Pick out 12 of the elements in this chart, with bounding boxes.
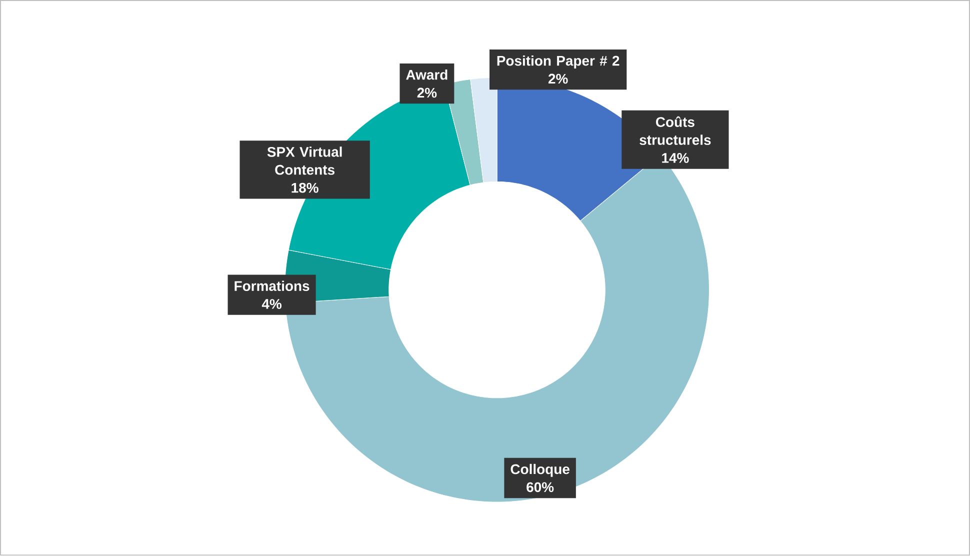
data-label: 14% <box>662 153 689 164</box>
slice-label: SPX Virtual Contents <box>267 146 342 176</box>
slice-label: Colloque <box>510 464 570 478</box>
data-label: 2% <box>548 74 568 84</box>
slice-label: Award <box>406 70 448 80</box>
slice-label: Coûts structurels <box>640 116 711 146</box>
data-label: 60% <box>526 482 554 492</box>
slice-label: Position Paper # 2 <box>497 56 620 69</box>
data-label: 4% <box>262 299 282 310</box>
data-label: 2% <box>417 88 437 98</box>
data-label: 18% <box>292 183 318 193</box>
slice-label: Formations <box>234 280 310 292</box>
